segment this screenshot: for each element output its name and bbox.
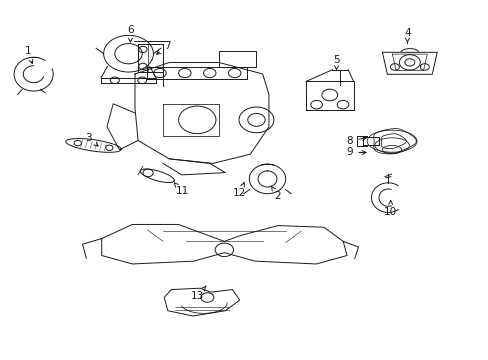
Text: 6: 6 bbox=[127, 26, 134, 42]
Text: 5: 5 bbox=[332, 55, 339, 71]
Text: 3: 3 bbox=[85, 133, 98, 146]
Text: 1: 1 bbox=[24, 46, 33, 63]
Text: 10: 10 bbox=[383, 201, 396, 217]
Text: 11: 11 bbox=[174, 183, 188, 196]
Text: 7: 7 bbox=[156, 41, 171, 54]
Text: 9: 9 bbox=[346, 148, 366, 157]
Text: 12: 12 bbox=[233, 183, 246, 198]
Text: 13: 13 bbox=[190, 286, 206, 301]
Text: 2: 2 bbox=[270, 186, 281, 201]
Text: 8: 8 bbox=[346, 136, 366, 146]
Text: 4: 4 bbox=[403, 27, 410, 43]
